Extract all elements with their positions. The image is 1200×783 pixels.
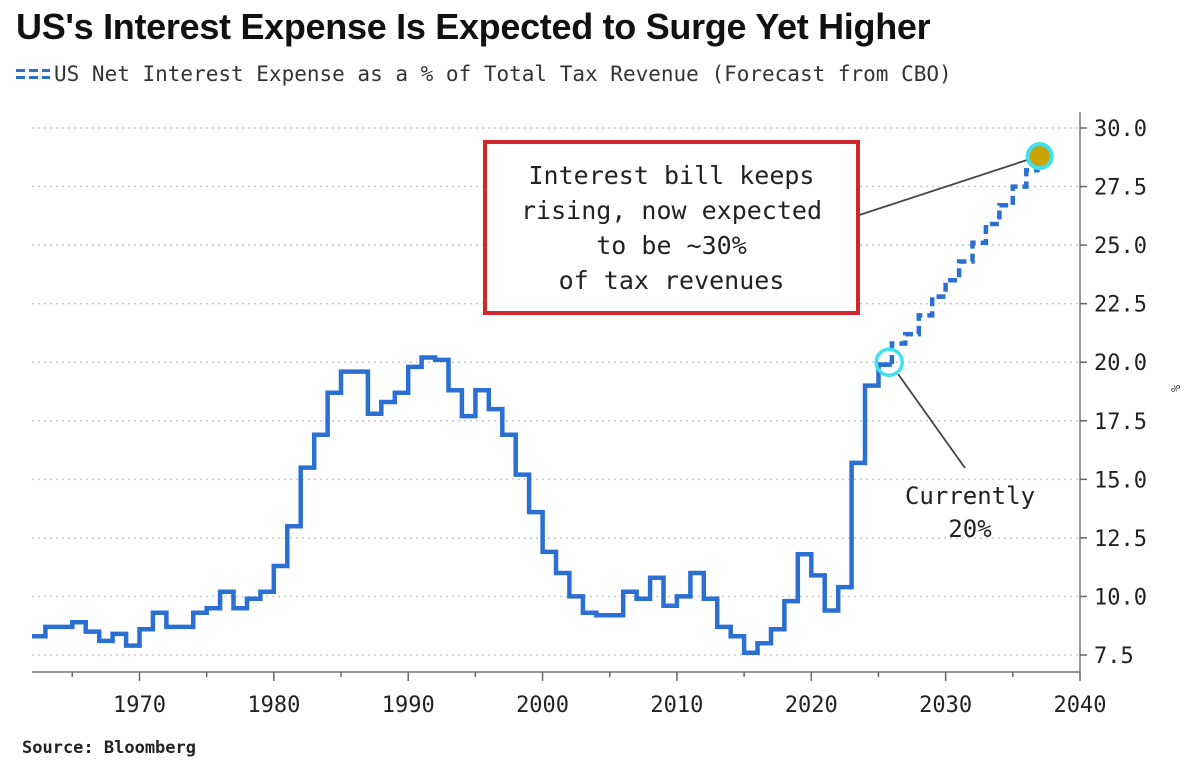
y-axis: 7.5 10.0 12.5 15.0 17.5 20.0 22.5 25.0 27.5 30.0 [1080, 117, 1147, 669]
marker-current [874, 347, 904, 377]
chart-title: US's Interest Expense Is Expected to Sur… [16, 6, 931, 47]
x-tick-label: 2040 [1054, 693, 1107, 718]
series-line-forecast [878, 167, 1040, 367]
y-tick-label: 20.0 [1094, 351, 1147, 376]
leader-line-current [897, 373, 966, 469]
y-unit-label: % [1169, 384, 1183, 392]
current-note: Currently 20% [904, 482, 1036, 543]
x-tick-label: 1990 [382, 693, 435, 718]
y-tick-label: 7.5 [1094, 644, 1134, 669]
leader-line-forecast [837, 159, 1027, 223]
y-tick-label: 12.5 [1094, 527, 1147, 552]
x-tick-label: 1970 [113, 693, 166, 718]
series-group [32, 167, 1040, 655]
x-tick-label: 2000 [516, 693, 569, 718]
legend-swatch-icon [16, 69, 50, 79]
y-tick-label: 27.5 [1094, 176, 1147, 201]
y-tick-label: 17.5 [1094, 410, 1147, 435]
y-tick-label: 10.0 [1094, 585, 1147, 610]
series-line-actual [32, 355, 892, 655]
callout-box: Interest bill keeps rising, now expected… [483, 140, 860, 315]
x-tick-label: 1980 [247, 693, 300, 718]
annotation-leaders [837, 159, 1027, 469]
marker-forecast [1025, 142, 1054, 171]
x-axis: 1970 1980 1990 2000 2010 2020 2030 2040 [71, 672, 1107, 718]
legend: US Net Interest Expense as a % of Total … [16, 60, 952, 88]
source-note: Source: Bloomberg [22, 738, 196, 758]
x-tick-label: 2020 [785, 693, 838, 718]
y-tick-label: 22.5 [1094, 293, 1147, 318]
legend-label: US Net Interest Expense as a % of Total … [54, 62, 952, 86]
x-tick-label: 2010 [650, 693, 703, 718]
markers [874, 142, 1054, 377]
y-tick-label: 30.0 [1094, 117, 1147, 142]
y-tick-label: 15.0 [1094, 468, 1147, 493]
y-tick-label: 25.0 [1094, 234, 1147, 259]
x-tick-label: 2030 [919, 693, 972, 718]
